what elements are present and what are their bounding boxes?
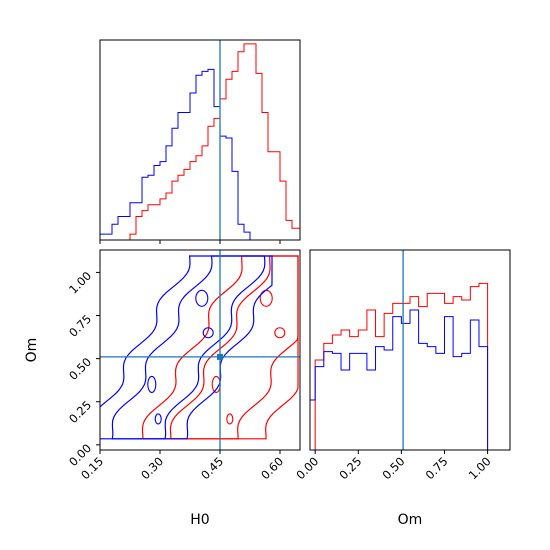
tick-label-om-y: 0.50	[66, 355, 94, 383]
tick-label-om-x: 0.00	[293, 454, 321, 482]
frame-top	[99, 39, 301, 241]
frame-right	[309, 249, 511, 451]
tick-label-om-y: 1.00	[66, 269, 94, 297]
contour-panel	[100, 250, 300, 450]
hist-om-blue-series	[310, 309, 505, 450]
frame-bottom	[99, 249, 301, 451]
tick-label-om-x: 0.75	[423, 454, 451, 482]
xlabel-om: Om	[398, 512, 423, 528]
hist-h0-red-series	[100, 43, 300, 240]
contour-red-island	[274, 327, 286, 339]
contour-red-inner	[169, 255, 299, 440]
tick-label-om-y: 0.75	[66, 312, 94, 340]
contour-blue-island	[202, 327, 214, 339]
contour-blue-island	[154, 413, 162, 425]
hist-om-red-series	[310, 282, 505, 450]
contour-red-island	[259, 289, 273, 307]
tick-label-om-x: 1.00	[466, 454, 494, 482]
tick-label-om-y: 0.25	[66, 398, 94, 426]
truth-marker	[217, 353, 223, 360]
xlabel-h0: H0	[190, 512, 209, 528]
contour-blue-island	[147, 375, 157, 394]
hist-om-panel	[310, 250, 505, 450]
tick-label-om-x: 0.50	[379, 454, 407, 482]
tick-label-h0: 0.60	[258, 454, 286, 482]
tick-label-h0: 0.45	[198, 454, 226, 482]
hist-h0-panel	[100, 40, 300, 240]
hist-h0-blue-series	[100, 68, 300, 240]
tick-label-h0: 0.30	[138, 454, 166, 482]
contour-blue-inner	[111, 255, 266, 440]
contour-red-island	[226, 413, 234, 425]
tick-label-om-x: 0.25	[336, 454, 364, 482]
ylabel-om: Om	[24, 338, 40, 363]
contour-blue-island	[195, 289, 209, 307]
